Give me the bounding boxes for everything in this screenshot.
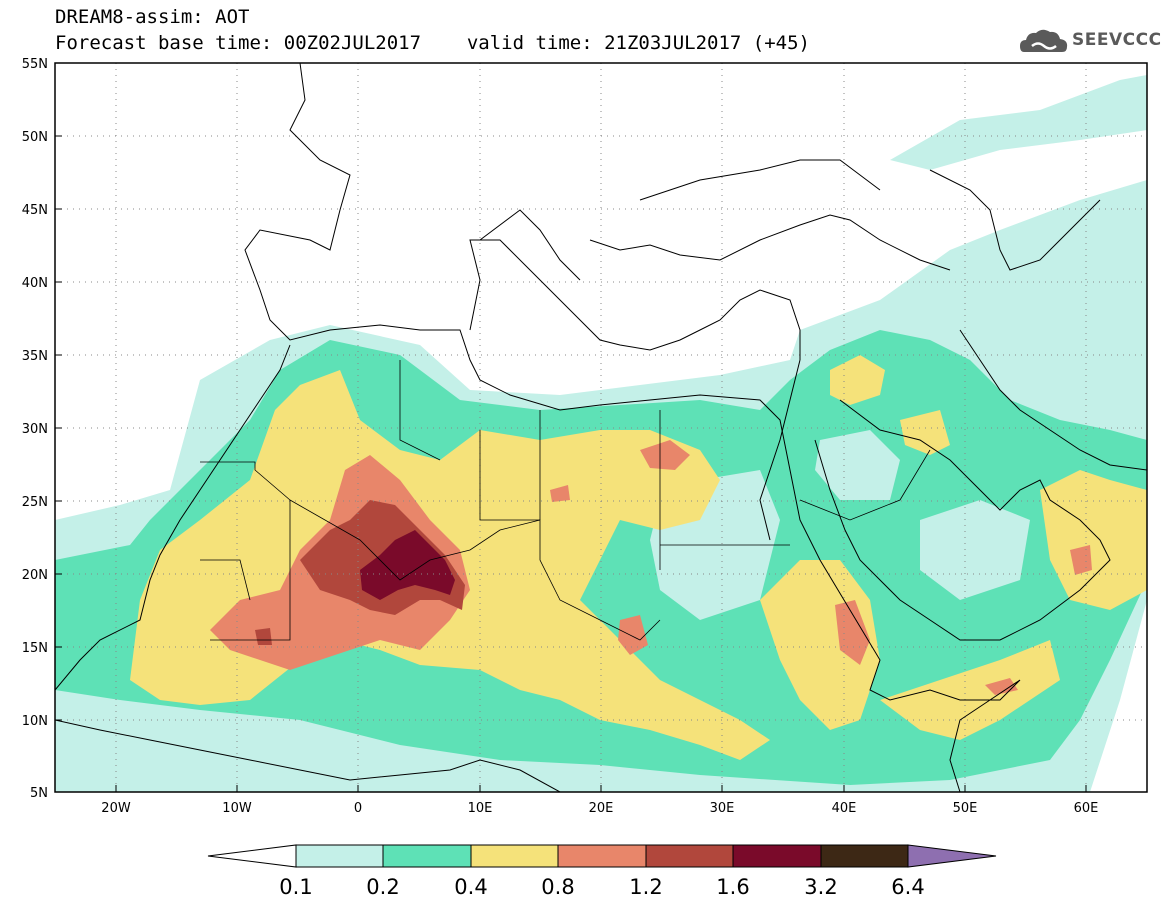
colorbar-swatch — [645, 844, 734, 868]
lon-label: 10W — [222, 801, 252, 816]
aot-band-0.8 — [835, 600, 870, 665]
lat-label: 20N — [22, 568, 48, 583]
lon-label: 30E — [710, 801, 735, 816]
lon-label: 40E — [832, 801, 857, 816]
lon-label: 10E — [468, 801, 493, 816]
colorbar-swatch — [732, 844, 822, 868]
coastlines — [55, 63, 1147, 792]
colorbar-label: 0.2 — [366, 875, 399, 899]
lat-label: 10N — [22, 714, 48, 729]
lat-label: 30N — [22, 422, 48, 437]
aot-band-0.1 — [890, 75, 1147, 170]
colorbar-low-arrow — [207, 844, 297, 868]
aot-band-0.8 — [618, 615, 648, 655]
colorbar-label: 0.1 — [279, 875, 312, 899]
colorbar-swatch — [470, 844, 559, 868]
colorbar-swatch — [820, 844, 909, 868]
lat-label: 45N — [22, 203, 48, 218]
lon-label: 60E — [1074, 801, 1099, 816]
aot-band-0.4 — [880, 640, 1060, 740]
lat-label: 15N — [22, 641, 48, 656]
lat-label: 40N — [22, 276, 48, 291]
lon-label: 20E — [589, 801, 614, 816]
base-time-label: Forecast base time: 00Z02JUL2017 — [55, 32, 422, 54]
colorbar-swatch — [382, 844, 472, 868]
aot-band-1.2 — [255, 628, 272, 645]
aot-band-1.6 — [360, 530, 455, 600]
lat-label: 25N — [22, 495, 48, 510]
aot-band-0.2 — [815, 430, 900, 500]
lon-label: 50E — [953, 801, 978, 816]
colorbar-high-arrow — [907, 844, 997, 868]
aot-band-0.4 — [830, 355, 885, 405]
aot-band-0.8 — [550, 485, 570, 502]
colorbar-label: 1.2 — [629, 875, 662, 899]
lat-label: 35N — [22, 349, 48, 364]
colorbar-swatch — [295, 844, 384, 868]
colorbar-label: 0.4 — [454, 875, 487, 899]
lon-label: 0 — [354, 801, 362, 816]
valid-time-label: valid time: 21Z03JUL2017 (+45) — [466, 32, 810, 54]
lat-label: 5N — [30, 786, 48, 801]
borders — [200, 360, 931, 641]
cloud-icon — [1020, 29, 1068, 52]
colorbar — [207, 844, 997, 868]
aot-fields — [55, 75, 1147, 792]
time-info: Forecast base time: 00Z02JUL2017 valid t… — [55, 32, 810, 54]
lon-ticks — [115, 785, 1087, 792]
lat-label: 50N — [22, 130, 48, 145]
aot-band-0.4 — [1040, 470, 1147, 610]
chart-title: DREAM8-assim: AOT — [55, 6, 250, 28]
colorbar-label: 6.4 — [891, 875, 924, 899]
aot-band-0.4 — [900, 410, 950, 455]
colorbar-label: 3.2 — [804, 875, 837, 899]
aot-band-0.4 — [520, 520, 580, 600]
lat-label: 55N — [22, 57, 48, 72]
colorbar-label: 0.8 — [541, 875, 574, 899]
colorbar-label: 1.6 — [716, 875, 749, 899]
colorbar-swatch — [557, 844, 647, 868]
aot-band-0.8 — [640, 440, 690, 470]
gridlines — [55, 63, 1147, 792]
lon-label: 20W — [101, 801, 131, 816]
logo-text: SEEVCCC — [1072, 30, 1162, 50]
aot-band-0.2 — [920, 500, 1030, 600]
lat-ticks — [55, 62, 62, 793]
